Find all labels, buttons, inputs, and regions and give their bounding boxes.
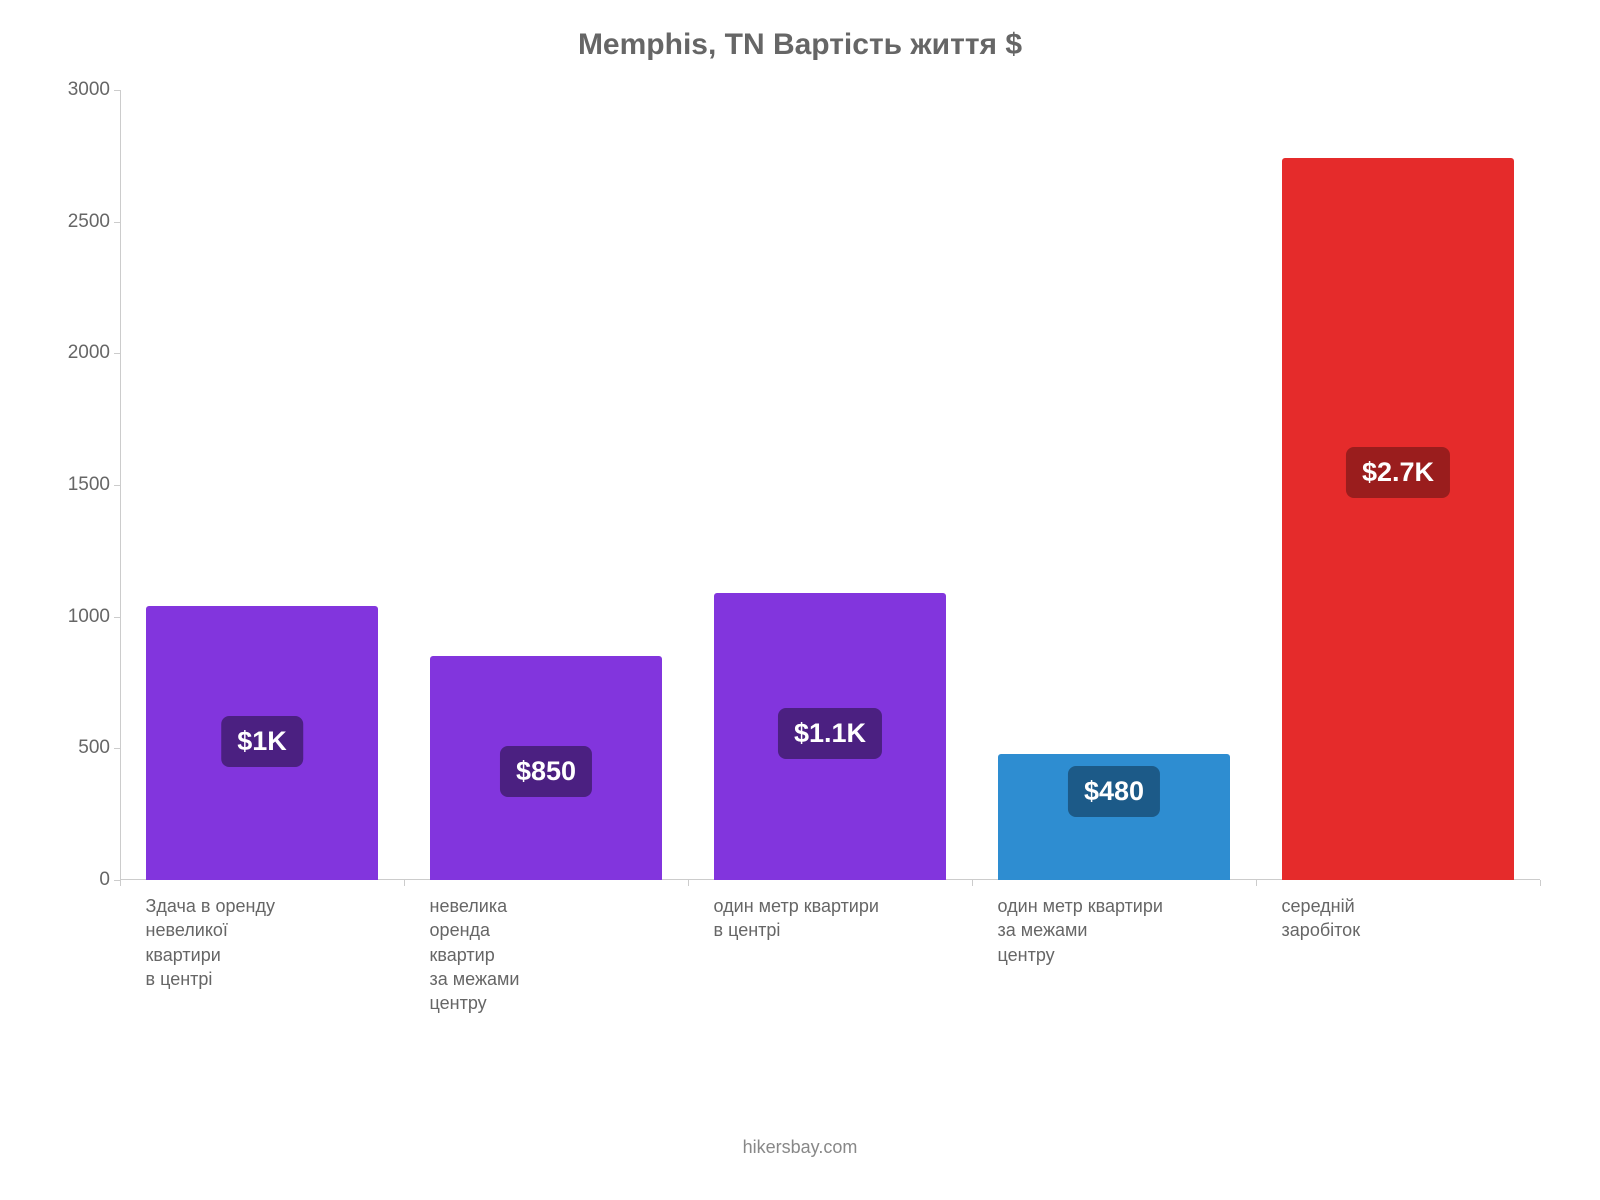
y-tick-mark: [114, 353, 120, 354]
x-category-label: один метр квартириза межамицентру: [998, 880, 1231, 967]
credit-text: hikersbay.com: [40, 1137, 1560, 1158]
bar: [1282, 158, 1515, 880]
x-tick-mark: [404, 880, 405, 886]
bar-value-label: $850: [500, 746, 592, 797]
bar-value-label: $480: [1068, 766, 1160, 817]
x-category-label: середнійзаробіток: [1282, 880, 1515, 943]
x-tick-mark: [688, 880, 689, 886]
y-tick-label: 1000: [68, 606, 120, 628]
bar-value-label: $2.7K: [1346, 447, 1450, 498]
y-tick-label: 2500: [68, 211, 120, 233]
x-tick-mark: [120, 880, 121, 886]
x-category-label: Здача в орендуневеликоїквартирив центрі: [146, 880, 379, 991]
y-tick-mark: [114, 617, 120, 618]
y-tick-mark: [114, 748, 120, 749]
y-tick-label: 2000: [68, 342, 120, 364]
y-axis-line: [120, 90, 121, 880]
x-tick-mark: [1540, 880, 1541, 886]
y-tick-mark: [114, 90, 120, 91]
cost-of-living-chart: Memphis, TN Вартість життя $ 05001000150…: [40, 20, 1560, 1180]
x-tick-mark: [1256, 880, 1257, 886]
y-tick-label: 3000: [68, 79, 120, 101]
x-category-label: один метр квартирив центрі: [714, 880, 947, 943]
y-tick-mark: [114, 222, 120, 223]
x-category-label: невеликаорендаквартирза межамицентру: [430, 880, 663, 1015]
bar-value-label: $1.1K: [778, 708, 882, 759]
x-tick-mark: [972, 880, 973, 886]
plot-area: 050010001500200025003000$1KЗдача в оренд…: [120, 90, 1540, 880]
y-tick-label: 1500: [68, 474, 120, 496]
chart-title: Memphis, TN Вартість життя $: [40, 20, 1560, 70]
y-tick-mark: [114, 485, 120, 486]
bar-value-label: $1K: [221, 716, 303, 767]
